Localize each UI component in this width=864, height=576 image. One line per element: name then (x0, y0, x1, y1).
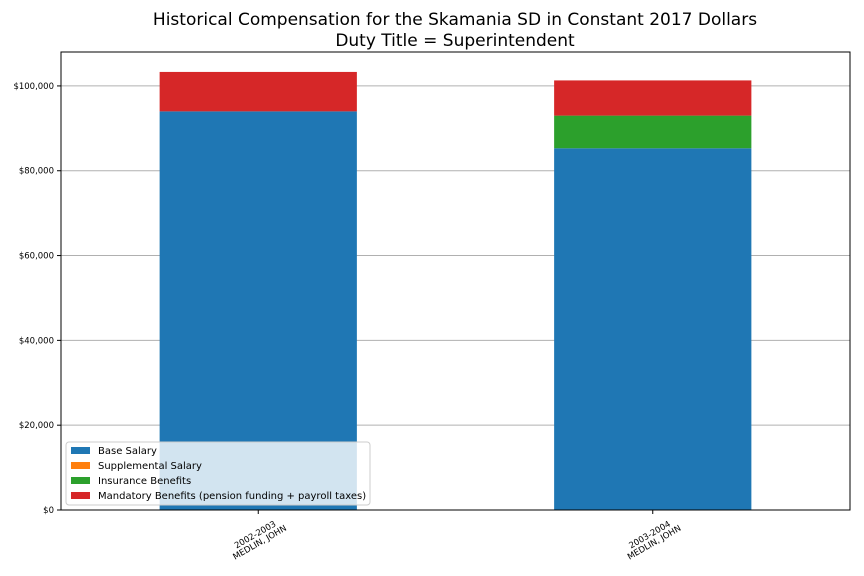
legend-swatch (71, 492, 90, 499)
bars (159, 71, 752, 511)
x-axis: 2002-2003MEDLIN, JOHN 2003-2004MEDLIN, JO… (227, 510, 683, 562)
chart-title: Historical Compensation for the Skamania… (153, 10, 757, 30)
y-tick-label: $60,000 (19, 252, 54, 262)
x-tick-label: 2003-2004MEDLIN, JOHN (621, 516, 683, 562)
legend-label: Insurance Benefits (98, 476, 191, 487)
legend-box (65, 441, 371, 506)
legend-label: Supplemental Salary (98, 461, 202, 472)
legend-label: Mandatory Benefits (pension funding + pa… (98, 491, 366, 502)
y-tick-label: $80,000 (19, 167, 54, 177)
bar-segment (554, 115, 752, 149)
y-tick-label: $40,000 (19, 336, 54, 346)
bar-segment (554, 80, 752, 116)
y-axis: $0 $20,000 $40,000 $60,000 $80,000 $100,000 (13, 82, 61, 516)
chart-subtitle: Duty Title = Superintendent (335, 31, 575, 51)
y-tick-label: $0 (43, 506, 54, 516)
plot-frame (60, 51, 851, 511)
bar-segment (159, 71, 357, 112)
y-tick-label: $100,000 (13, 82, 54, 92)
legend-swatch (71, 477, 90, 484)
y-tick-label: $20,000 (19, 421, 54, 431)
legend[interactable]: Base Salary Supplemental Salary Insurance … (65, 441, 371, 506)
legend-label: Base Salary (98, 446, 157, 457)
legend-swatch (71, 462, 90, 469)
x-tick-label: 2002-2003MEDLIN, JOHN (227, 516, 289, 562)
legend-swatch (71, 447, 90, 454)
bar-segment (554, 148, 752, 510)
